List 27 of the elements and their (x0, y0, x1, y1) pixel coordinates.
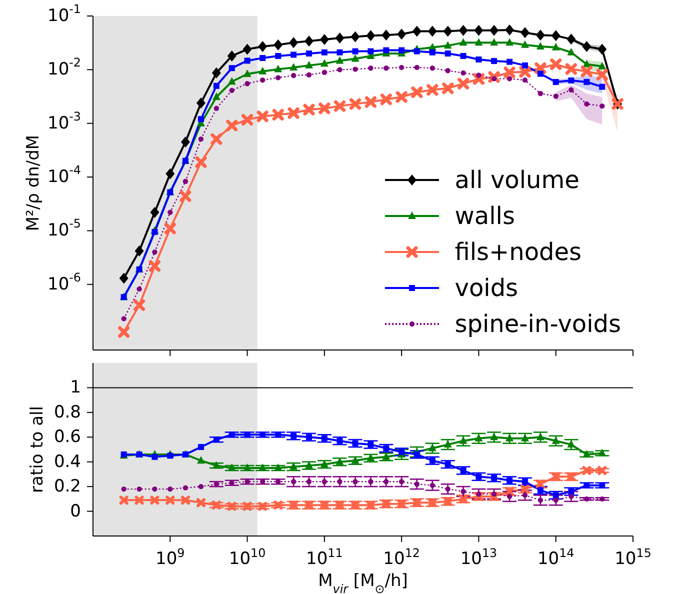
legend-label: voids (454, 273, 518, 304)
y-axis-title: ratio to all (28, 406, 48, 493)
x-tick-label: 10$^{13}$ (460, 546, 498, 569)
x-tick-label: 10$^{10}$ (228, 546, 266, 569)
y-tick-label: 10$^{-2}$ (48, 56, 81, 80)
y-tick-label: 0.8 (54, 402, 81, 422)
y-tick-label: 10$^{-6}$ (48, 270, 81, 294)
x-tick-label: 10$^{9}$ (156, 546, 185, 569)
legend-label: all volume (454, 165, 580, 196)
y-tick-label: 0 (70, 501, 81, 522)
x-tick-label: 10$^{11}$ (306, 546, 343, 569)
y-tick-label: 10$^{-4}$ (48, 163, 81, 188)
y-tick-label: 10$^{-5}$ (48, 216, 81, 241)
x-tick-label: 10$^{12}$ (383, 546, 420, 569)
y-tick-label: 0.2 (54, 476, 81, 497)
y-tick-label: 10$^{-3}$ (48, 109, 81, 134)
x-axis-title: M$_{vir}$ [M$_{⊙}$/h] (318, 571, 408, 594)
y-tick-label: 0.4 (54, 452, 81, 472)
y-tick-label: 10$^{-1}$ (48, 2, 81, 26)
y-axis-title: M²/ρ dn/dM (24, 134, 44, 232)
x-tick-label: 10$^{15}$ (614, 546, 652, 569)
legend-label: fils+nodes (454, 237, 582, 268)
y-tick-label: 1 (70, 378, 81, 398)
y-tick-label: 0.6 (54, 427, 81, 448)
x-tick-label: 10$^{14}$ (537, 546, 574, 569)
legend-label: walls (454, 201, 515, 232)
legend-label: spine-in-voids (454, 309, 621, 340)
